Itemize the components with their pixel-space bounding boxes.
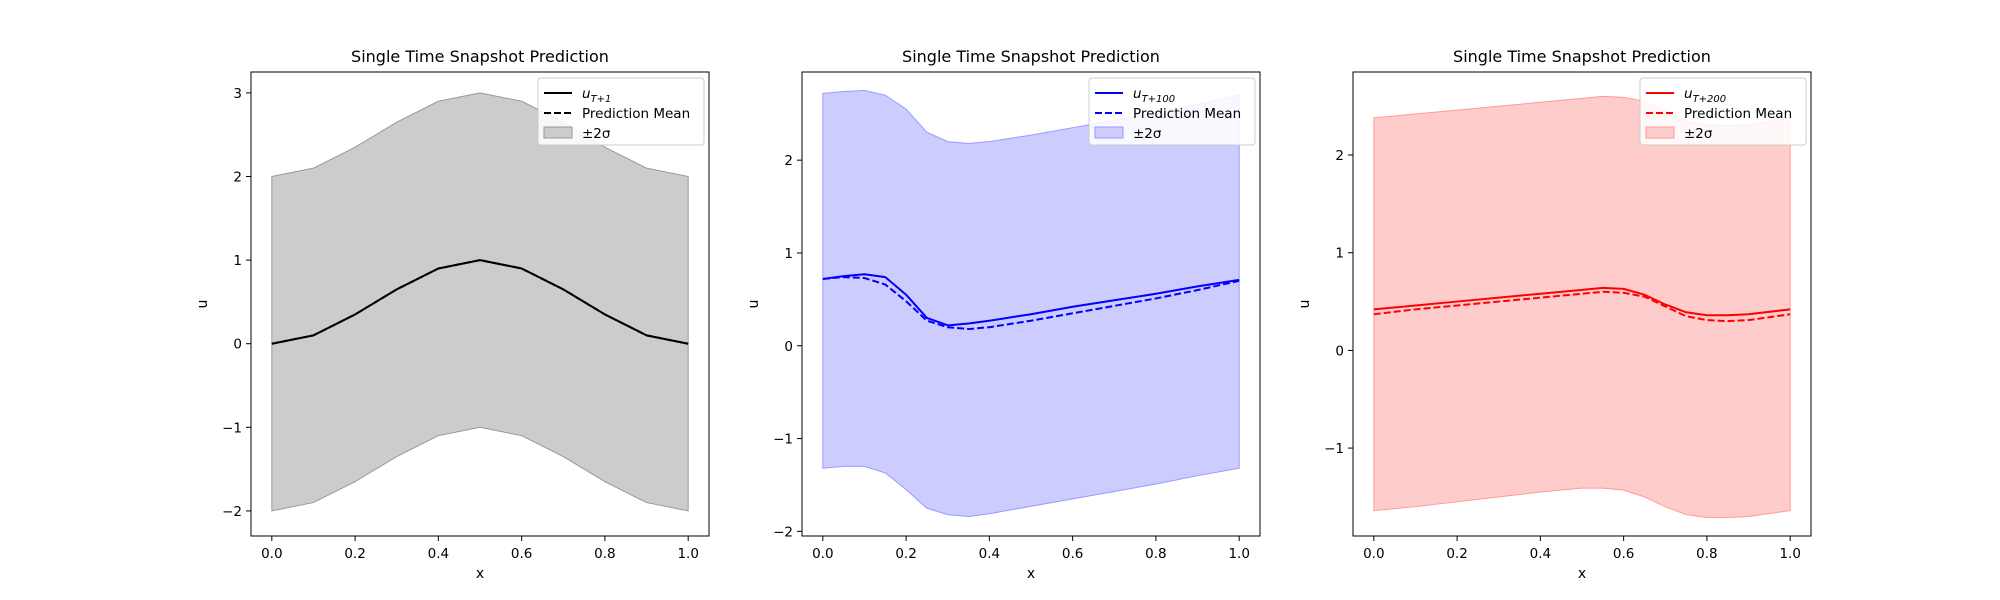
legend-band-label: ±2σ [1684,126,1713,142]
y-tick-label: −2 [773,524,793,540]
legend-truth-subscript: T+200 [1693,94,1727,105]
x-tick-label: 0.6 [1062,546,1083,562]
x-axis-label: x [1027,566,1035,582]
legend-band-swatch [1645,126,1675,139]
x-tick-label: 0.4 [428,546,449,562]
x-tick-label: 0.8 [594,546,615,562]
x-tick-label: 0.2 [895,546,916,562]
legend-band-label: ±2σ [582,126,611,142]
y-tick-label: −1 [1324,441,1344,457]
y-tick-label: −2 [222,504,242,520]
legend-truth-label: uT+1 [582,86,611,105]
axes-frame [801,71,1261,537]
axes-frame [250,71,710,537]
legend-box [537,77,705,146]
x-tick-label: 0.0 [1363,546,1384,562]
chart-panel-3: 0.0 0.2 0.4 0.6 0.8 1.0 −1 0 1 2 Single Time Snaps… [1297,47,1812,582]
legend-mean-label: Prediction Mean [582,106,690,122]
x-axis-label: x [1578,566,1586,582]
x-tick-label: 0.2 [1446,546,1467,562]
legend-mean-label: Prediction Mean [1133,106,1241,122]
uncertainty-band [822,90,1240,518]
prediction-mean-line [822,276,1240,331]
y-tick-label: −1 [222,420,242,436]
y-tick-label: 1 [233,253,242,269]
y-tick-label: 0 [1335,343,1344,359]
y-tick-label: 3 [233,86,242,102]
x-tick-label: 0.4 [1530,546,1551,562]
x-tick-label: 0.0 [261,546,282,562]
legend-truth-symbol: u [1684,86,1693,102]
legend-band-swatch [543,126,573,139]
x-tick-label: 0.2 [344,546,365,562]
y-axis-label: u [195,300,211,309]
truth-line [1373,286,1791,317]
y-axis-label: u [746,300,762,309]
y-tick-label: 2 [784,153,793,169]
y-tick-label: 0 [784,339,793,355]
legend-truth-subscript: T+100 [1142,94,1176,105]
uncertainty-band [271,92,689,512]
legend-box [1639,77,1807,146]
legend-truth-subscript: T+1 [591,94,612,105]
chart-panel-2: 0.0 0.2 0.4 0.6 0.8 1.0 −2 −1 0 1 2 Single Time Sna… [746,47,1261,582]
x-tick-label: 1.0 [1228,546,1249,562]
uncertainty-band [1373,95,1791,518]
legend-truth-symbol: u [1133,86,1142,102]
x-tick-label: 0.8 [1145,546,1166,562]
prediction-mean-line [271,259,689,345]
y-tick-label: 0 [233,337,242,353]
y-tick-label: 2 [1335,148,1344,164]
x-tick-label: 0.4 [979,546,1000,562]
x-tick-label: 0.0 [812,546,833,562]
y-tick-label: 1 [1335,246,1344,262]
x-axis-label: x [476,566,484,582]
legend-truth-symbol: u [582,86,591,102]
y-tick-label: −1 [773,432,793,448]
prediction-mean-line [1373,290,1791,323]
y-tick-label: 1 [784,246,793,262]
truth-line [822,273,1240,327]
legend-truth-label: uT+200 [1684,86,1726,105]
x-tick-label: 0.8 [1696,546,1717,562]
x-tick-label: 0.6 [1613,546,1634,562]
legend-box [1088,77,1256,146]
chart-title: Single Time Snapshot Prediction [351,47,609,66]
x-tick-label: 1.0 [1779,546,1800,562]
legend-band-label: ±2σ [1133,126,1162,142]
chart-title: Single Time Snapshot Prediction [1453,47,1711,66]
chart-title: Single Time Snapshot Prediction [902,47,1160,66]
chart-panel-1: 0.0 0.2 0.4 0.6 0.8 1.0 −2 −1 0 1 2 3 Single Time Sn… [195,47,710,582]
x-tick-label: 0.6 [511,546,532,562]
legend-band-swatch [1094,126,1124,139]
legend-truth-label: uT+100 [1133,86,1175,105]
legend-mean-label: Prediction Mean [1684,106,1792,122]
x-tick-label: 1.0 [677,546,698,562]
axes-frame [1352,71,1812,537]
y-axis-label: u [1297,300,1313,309]
y-tick-label: 2 [233,170,242,186]
